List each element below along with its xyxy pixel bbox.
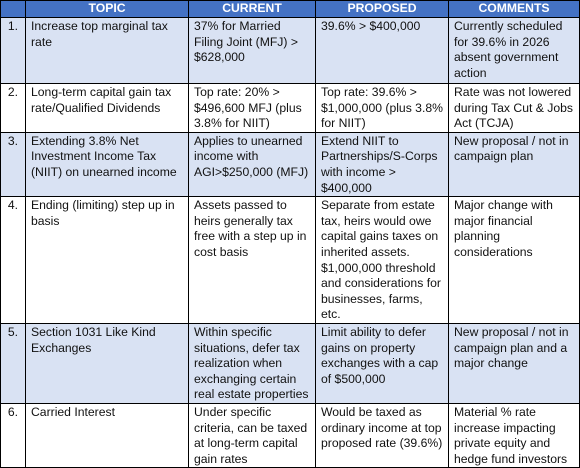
current-cell: Within specific situations, defer tax re… [188, 322, 316, 404]
header-topic: TOPIC [25, 0, 189, 18]
header-number [0, 0, 26, 18]
table-row: 5. Section 1031 Like Kind Exchanges With… [0, 322, 580, 404]
table-row: 4. Ending (limiting) step up in basis As… [0, 196, 580, 324]
current-cell: Under specific criteria, can be taxed at… [188, 402, 316, 468]
comments-cell: Material % rate increase impacting priva… [448, 402, 580, 468]
proposed-cell: 39.6% > $400,000 [315, 17, 449, 84]
table-row: 6. Carried Interest Under specific crite… [0, 402, 580, 468]
comments-cell: Rate was not lowered during Tax Cut & Jo… [448, 83, 580, 133]
comments-cell: Currently scheduled for 39.6% in 2026 ab… [448, 17, 580, 84]
header-comments: COMMENTS [448, 0, 580, 18]
row-number: 1. [0, 17, 26, 84]
topic-cell: Carried Interest [25, 402, 189, 468]
row-number: 5. [0, 322, 26, 404]
current-cell: 37% for Married Filing Joint (MFJ) > $62… [188, 17, 316, 84]
comments-cell: New proposal / not in campaign plan [448, 131, 580, 198]
table-row: 3. Extending 3.8% Net Investment Income … [0, 131, 580, 198]
proposed-cell: Top rate: 39.6% > $1,000,000 (plus 3.8% … [315, 83, 449, 133]
header-proposed: PROPOSED [315, 0, 449, 18]
topic-cell: Section 1031 Like Kind Exchanges [25, 322, 189, 404]
comments-cell: Major change with major financial planni… [448, 196, 580, 324]
table-row: 2. Long-term capital gain tax rate/Quali… [0, 83, 580, 133]
header-current: CURRENT [188, 0, 316, 18]
proposed-cell: Limit ability to defer gains on property… [315, 322, 449, 404]
row-number: 3. [0, 131, 26, 198]
table-row: 1. Increase top marginal tax rate 37% fo… [0, 17, 580, 84]
header-row: TOPIC CURRENT PROPOSED COMMENTS [0, 0, 580, 18]
row-number: 4. [0, 196, 26, 324]
row-number: 6. [0, 402, 26, 468]
row-number: 2. [0, 83, 26, 133]
proposed-cell: Extend NIIT to Partnerships/S-Corps with… [315, 131, 449, 198]
topic-cell: Ending (limiting) step up in basis [25, 196, 189, 324]
comments-cell: New proposal / not in campaign plan and … [448, 322, 580, 404]
topic-cell: Long-term capital gain tax rate/Qualifie… [25, 83, 189, 133]
current-cell: Assets passed to heirs generally tax fre… [188, 196, 316, 324]
topic-cell: Extending 3.8% Net Investment Income Tax… [25, 131, 189, 198]
current-cell: Applies to unearned income with AGI>$250… [188, 131, 316, 198]
proposed-cell: Separate from estate tax, heirs would ow… [315, 196, 449, 324]
proposed-cell: Would be taxed as ordinary income at top… [315, 402, 449, 468]
current-cell: Top rate: 20% > $496,600 MFJ (plus 3.8% … [188, 83, 316, 133]
topic-cell: Increase top marginal tax rate [25, 17, 189, 84]
